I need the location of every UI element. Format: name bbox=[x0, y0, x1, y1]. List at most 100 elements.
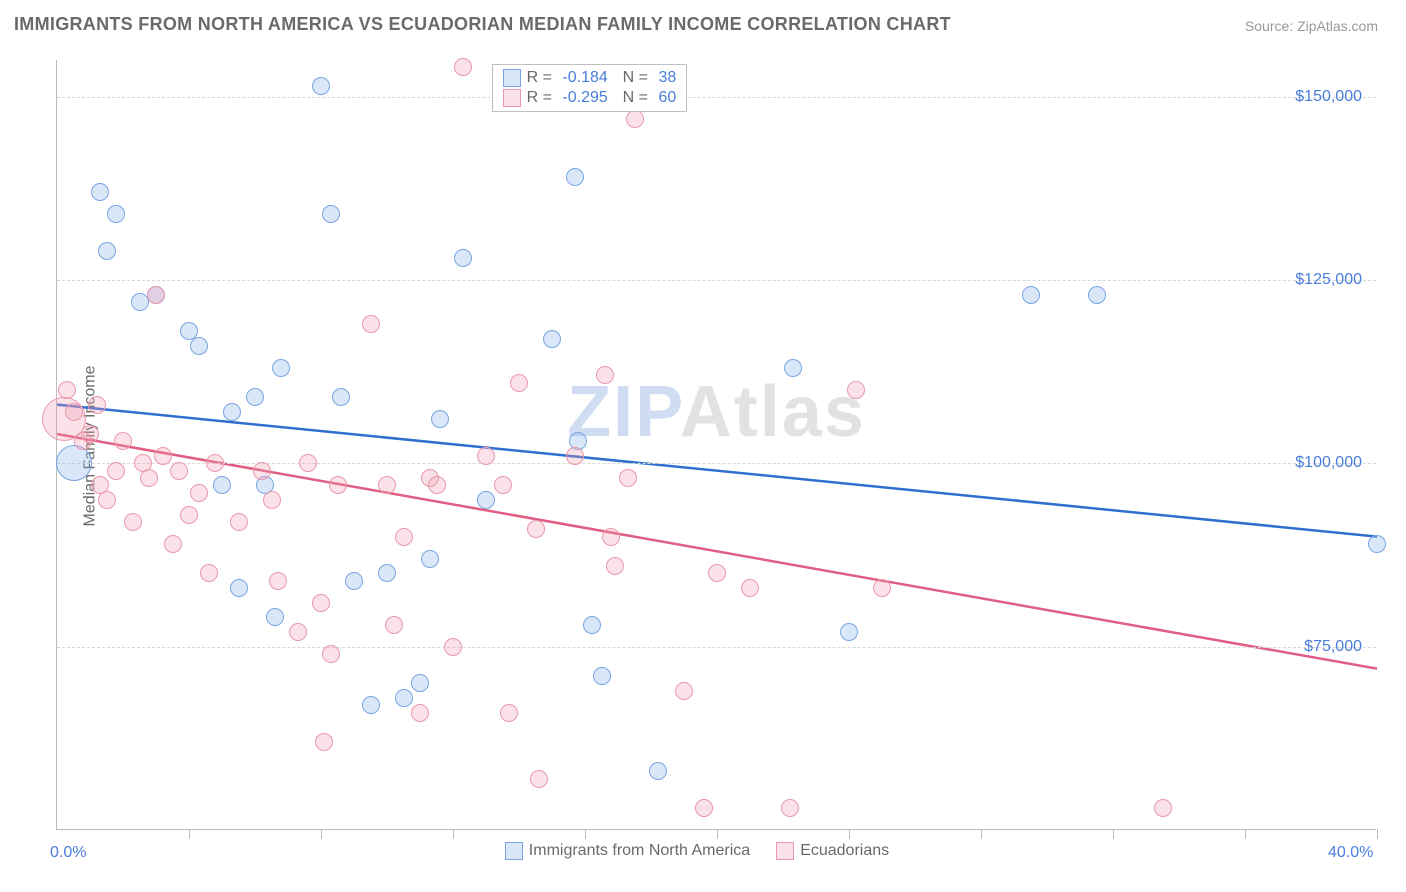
legend-n-label: N = bbox=[614, 89, 653, 107]
data-point bbox=[543, 330, 561, 348]
data-point bbox=[98, 491, 116, 509]
legend-swatch bbox=[503, 89, 521, 107]
data-point bbox=[190, 484, 208, 502]
legend-swatch bbox=[503, 69, 521, 87]
x-tick bbox=[189, 829, 190, 839]
data-point bbox=[378, 476, 396, 494]
x-axis-min-label: 0.0% bbox=[50, 844, 86, 862]
data-point bbox=[114, 432, 132, 450]
data-point bbox=[269, 572, 287, 590]
grid-line bbox=[57, 280, 1376, 281]
series-legend: Immigrants from North America Ecuadorians bbox=[505, 842, 889, 860]
data-point bbox=[477, 491, 495, 509]
data-point bbox=[784, 359, 802, 377]
data-point bbox=[98, 242, 116, 260]
series-legend-item: Immigrants from North America bbox=[505, 842, 750, 860]
data-point bbox=[322, 645, 340, 663]
legend-swatch bbox=[776, 842, 794, 860]
data-point bbox=[81, 425, 99, 443]
data-point bbox=[510, 374, 528, 392]
data-point bbox=[708, 564, 726, 582]
data-point bbox=[312, 77, 330, 95]
data-point bbox=[88, 396, 106, 414]
data-point bbox=[107, 205, 125, 223]
data-point bbox=[315, 733, 333, 751]
x-tick bbox=[585, 829, 586, 839]
data-point bbox=[395, 528, 413, 546]
correlation-legend: R = -0.184 N = 38R = -0.295 N = 60 bbox=[492, 64, 688, 112]
data-point bbox=[289, 623, 307, 641]
data-point bbox=[649, 762, 667, 780]
data-point bbox=[602, 528, 620, 546]
x-tick bbox=[1113, 829, 1114, 839]
x-tick bbox=[321, 829, 322, 839]
legend-row: R = -0.295 N = 60 bbox=[503, 89, 677, 107]
data-point bbox=[362, 315, 380, 333]
data-point bbox=[596, 366, 614, 384]
data-point bbox=[206, 454, 224, 472]
x-tick bbox=[717, 829, 718, 839]
data-point bbox=[593, 667, 611, 685]
data-point bbox=[500, 704, 518, 722]
data-point bbox=[299, 454, 317, 472]
y-tick-label: $100,000 bbox=[1295, 454, 1362, 472]
data-point bbox=[147, 286, 165, 304]
data-point bbox=[583, 616, 601, 634]
data-point bbox=[180, 506, 198, 524]
data-point bbox=[527, 520, 545, 538]
data-point bbox=[140, 469, 158, 487]
data-point bbox=[411, 674, 429, 692]
legend-r-label: R = bbox=[527, 69, 557, 87]
data-point bbox=[444, 638, 462, 656]
legend-row: R = -0.184 N = 38 bbox=[503, 69, 677, 87]
y-tick-label: $75,000 bbox=[1304, 638, 1362, 656]
data-point bbox=[477, 447, 495, 465]
data-point bbox=[200, 564, 218, 582]
data-point bbox=[873, 579, 891, 597]
data-point bbox=[322, 205, 340, 223]
data-point bbox=[395, 689, 413, 707]
grid-line bbox=[57, 97, 1376, 98]
x-tick bbox=[453, 829, 454, 839]
series-legend-label: Ecuadorians bbox=[800, 842, 889, 860]
x-axis-max-label: 40.0% bbox=[1328, 844, 1373, 862]
legend-n-value: 38 bbox=[658, 69, 676, 87]
data-point bbox=[1368, 535, 1386, 553]
x-tick bbox=[1245, 829, 1246, 839]
data-point bbox=[107, 462, 125, 480]
y-tick-label: $125,000 bbox=[1295, 271, 1362, 289]
data-point bbox=[272, 359, 290, 377]
legend-n-value: 60 bbox=[658, 89, 676, 107]
data-point bbox=[454, 58, 472, 76]
data-point bbox=[847, 381, 865, 399]
data-point bbox=[695, 799, 713, 817]
data-point bbox=[213, 476, 231, 494]
legend-swatch bbox=[505, 842, 523, 860]
data-point bbox=[1154, 799, 1172, 817]
data-point bbox=[1088, 286, 1106, 304]
data-point bbox=[56, 445, 92, 481]
legend-n-label: N = bbox=[614, 69, 653, 87]
series-legend-label: Immigrants from North America bbox=[529, 842, 750, 860]
grid-line bbox=[57, 647, 1376, 648]
data-point bbox=[65, 403, 83, 421]
watermark: ZIPAtlas bbox=[567, 371, 866, 453]
plot-area: ZIPAtlas $75,000$100,000$125,000$150,000 bbox=[56, 60, 1376, 830]
data-point bbox=[164, 535, 182, 553]
data-point bbox=[454, 249, 472, 267]
data-point bbox=[385, 616, 403, 634]
data-point bbox=[840, 623, 858, 641]
data-point bbox=[494, 476, 512, 494]
legend-r-value: -0.295 bbox=[562, 89, 607, 107]
data-point bbox=[223, 403, 241, 421]
data-point bbox=[626, 110, 644, 128]
data-point bbox=[431, 410, 449, 428]
chart-container: IMMIGRANTS FROM NORTH AMERICA VS ECUADOR… bbox=[0, 0, 1406, 892]
data-point bbox=[362, 696, 380, 714]
data-point bbox=[170, 462, 188, 480]
legend-r-label: R = bbox=[527, 89, 557, 107]
data-point bbox=[428, 476, 446, 494]
data-point bbox=[1022, 286, 1040, 304]
data-point bbox=[124, 513, 142, 531]
data-point bbox=[246, 388, 264, 406]
